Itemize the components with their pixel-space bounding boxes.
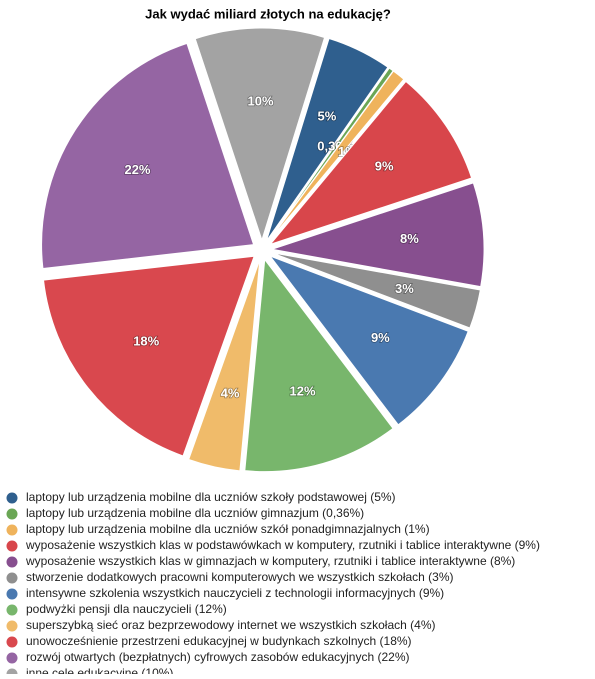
- legend-marker: [6, 540, 18, 552]
- legend-label: laptopy lub urządzenia mobilne dla uczni…: [26, 506, 364, 520]
- legend-marker: [6, 524, 18, 536]
- pie-slice: [244, 258, 394, 473]
- legend-marker: [6, 492, 18, 504]
- pie-slice: [194, 27, 326, 242]
- slice-label: 18%: [133, 333, 159, 348]
- legend-label: wyposażenie wszystkich klas w podstawówk…: [25, 538, 540, 552]
- slice-label: 10%: [248, 94, 274, 109]
- legend-marker: [6, 668, 18, 679]
- slice-label: 22%: [124, 162, 150, 177]
- legend-label: unowocześnienie przestrzeni edukacyjnej …: [26, 634, 412, 648]
- legend-label: stworzenie dodatkowych pracowni komputer…: [26, 570, 454, 584]
- legend-marker: [6, 556, 18, 568]
- legend-label: laptopy lub urządzenia mobilne dla uczni…: [26, 490, 396, 504]
- pie-slice: [188, 259, 261, 472]
- slice-label: 9%: [375, 158, 394, 173]
- legend-marker: [6, 508, 18, 520]
- pie-slice: [42, 255, 255, 457]
- slice-label: 8%: [400, 231, 419, 246]
- legend-marker: [6, 652, 18, 664]
- legend-marker: [6, 636, 18, 648]
- legend-label: laptopy lub urządzenia mobilne dla uczni…: [26, 522, 430, 536]
- pie-slice: [265, 37, 389, 242]
- pie-slice: [267, 70, 405, 243]
- pie-slice: [271, 252, 481, 329]
- legend-label: wyposażenie wszystkich klas w gimnazjach…: [25, 554, 515, 568]
- slice-label: 3%: [395, 281, 414, 296]
- legend-marker: [6, 604, 18, 616]
- legend-label: superszybką sieć oraz bezprzewodowy inte…: [26, 618, 436, 632]
- legend-label: intensywne szkolenia wszystkich nauczyci…: [26, 586, 444, 600]
- slice-label: 5%: [318, 109, 337, 124]
- pie-slice: [271, 182, 485, 288]
- slice-label: 9%: [371, 330, 390, 345]
- pie-slice: [268, 254, 469, 426]
- legend-marker: [6, 620, 18, 632]
- legend-marker: [6, 588, 18, 600]
- legend-label: podwyżki pensji dla nauczycieli (12%): [26, 602, 227, 616]
- legend-label: inne cele edukacyjne (10%): [26, 666, 173, 674]
- slice-label: 12%: [290, 384, 316, 399]
- pie-slice: [41, 42, 255, 270]
- legend-marker: [6, 572, 18, 584]
- slice-label: 4%: [221, 386, 240, 401]
- pie-slice: [268, 80, 473, 246]
- chart-title: Jak wydać miliard złotych na edukację?: [145, 6, 391, 21]
- legend-label: rozwój otwartych (bezpłatnych) cyfrowych…: [26, 650, 410, 664]
